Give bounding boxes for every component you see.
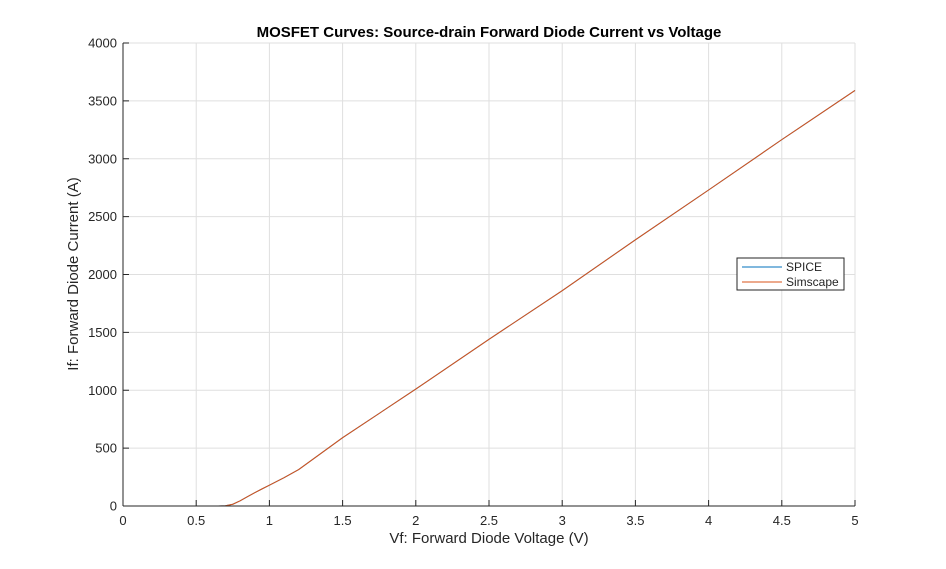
legend: SPICE Simscape — [736, 257, 845, 291]
y-tick-label: 2500 — [88, 209, 117, 224]
y-tick-label: 1500 — [88, 325, 117, 340]
x-tick-label: 1.5 — [334, 513, 352, 528]
y-tick-label: 2000 — [88, 267, 117, 282]
x-axis-title: Vf: Forward Diode Voltage (V) — [389, 530, 588, 547]
y-tick-label: 3000 — [88, 151, 117, 166]
y-tick-label: 500 — [95, 441, 117, 456]
x-tick-label: 0.5 — [187, 513, 205, 528]
y-tick-labels: 0 500 1000 1500 2000 2500 3000 3500 4000 — [88, 36, 117, 514]
x-tick-label: 5 — [851, 513, 858, 528]
legend-label-simscape: Simscape — [786, 275, 839, 289]
y-tick-label: 4000 — [88, 36, 117, 51]
x-tick-label: 4 — [705, 513, 712, 528]
legend-label-spice: SPICE — [786, 260, 822, 274]
legend-box — [736, 257, 845, 291]
y-axis-title: If: Forward Diode Current (A) — [65, 177, 82, 370]
x-tick-label: 2 — [412, 513, 419, 528]
x-tick-label: 4.5 — [773, 513, 791, 528]
axes — [122, 42, 856, 507]
x-tick-label: 0 — [119, 513, 126, 528]
x-tick-label: 1 — [266, 513, 273, 528]
x-tick-labels: 0 0.5 1 1.5 2 2.5 3 3.5 4 4.5 5 — [119, 513, 858, 528]
x-tick-label: 2.5 — [480, 513, 498, 528]
y-tick-label: 0 — [110, 499, 117, 514]
x-tick-label: 3.5 — [626, 513, 644, 528]
x-tick-label: 3 — [559, 513, 566, 528]
y-tick-label: 3500 — [88, 93, 117, 108]
y-tick-label: 1000 — [88, 383, 117, 398]
chart-title: MOSFET Curves: Source-drain Forward Diod… — [257, 24, 722, 41]
